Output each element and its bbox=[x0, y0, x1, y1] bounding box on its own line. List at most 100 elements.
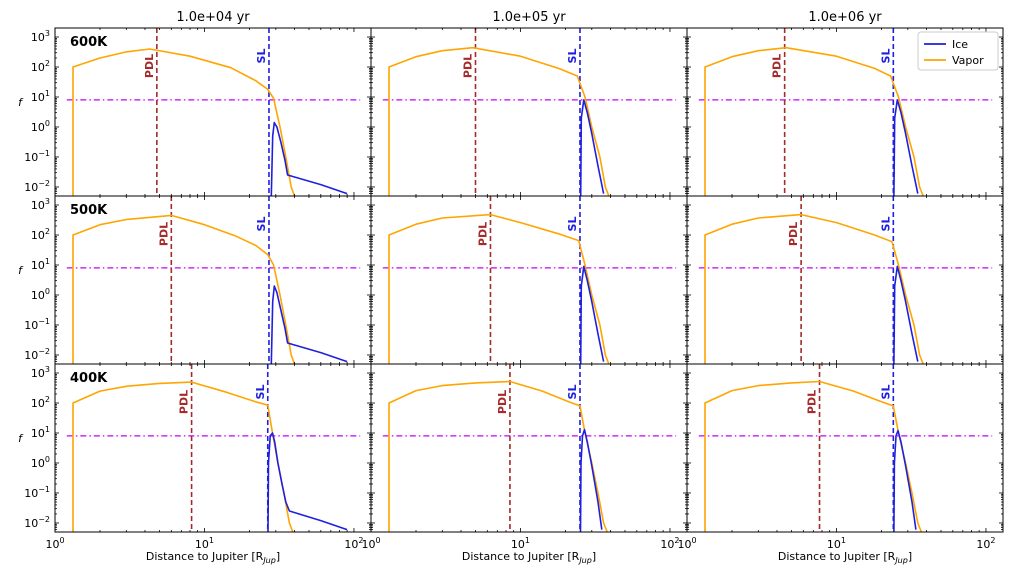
y-tick-label: 10−2 bbox=[24, 515, 50, 530]
row-label: 600K bbox=[70, 35, 108, 50]
vapor-series-line bbox=[72, 214, 296, 364]
y-tick-label: 10−2 bbox=[24, 179, 50, 194]
legend: Ice Vapor bbox=[917, 31, 999, 71]
x-axis-title: Distance to Jupiter [RJup] bbox=[146, 550, 280, 565]
panel-frame bbox=[54, 195, 372, 365]
plot-area bbox=[382, 28, 677, 196]
legend-entry-label: Ice bbox=[952, 38, 968, 51]
y-tick-label: 100 bbox=[31, 287, 50, 302]
y-axis-title: f bbox=[18, 264, 24, 277]
ice-series-line bbox=[270, 121, 348, 196]
panel-frame bbox=[686, 195, 1004, 365]
sl-label: SL bbox=[879, 49, 892, 64]
pdl-label: PDL bbox=[157, 222, 170, 246]
sl-label: SL bbox=[566, 49, 579, 64]
x-tick-label: 101 bbox=[511, 536, 530, 551]
pdl-label: PDL bbox=[461, 54, 474, 78]
vapor-series-line bbox=[388, 213, 610, 364]
column-title: 1.0e+04 yr bbox=[176, 10, 250, 25]
panels-grid: PDL SL 10−2 10−1 100 101 102 103 f 600K PDL SL PDL SL… bbox=[18, 27, 1004, 565]
y-tick-label: 10−1 bbox=[24, 317, 50, 332]
y-tick-label: 101 bbox=[31, 89, 50, 104]
plot-area bbox=[698, 28, 993, 196]
sl-label: SL bbox=[566, 217, 579, 232]
row-label: 500K bbox=[70, 203, 108, 218]
ice-series-line bbox=[579, 99, 605, 196]
y-tick-label: 10−1 bbox=[24, 149, 50, 164]
sl-label: SL bbox=[566, 385, 579, 400]
sl-label: SL bbox=[254, 385, 267, 400]
pdl-label: PDL bbox=[771, 54, 784, 78]
ice-series-line bbox=[579, 265, 605, 364]
x-axis-title: Distance to Jupiter [RJup] bbox=[462, 550, 596, 565]
figure-labels: 1.0e+04 yr 1.0e+05 yr 1.0e+06 yr Ice Vapor bbox=[176, 10, 999, 71]
panel-r2-c0: PDL SL 10−2 10−1 100 101 102 103 f 400K 100 101 102 D… bbox=[18, 363, 372, 565]
x-tick-label: 101 bbox=[827, 536, 846, 551]
y-tick-label: 101 bbox=[31, 257, 50, 272]
x-axis-title: Distance to Jupiter [RJup] bbox=[778, 550, 912, 565]
pdl-label: PDL bbox=[787, 222, 800, 246]
x-tick-label: 102 bbox=[660, 536, 679, 551]
plot-area bbox=[382, 364, 677, 532]
y-tick-label: 10−1 bbox=[24, 485, 50, 500]
y-tick-label: 102 bbox=[31, 59, 50, 74]
pdl-label: PDL bbox=[143, 54, 156, 78]
plot-area bbox=[382, 196, 677, 364]
x-tick-label: 101 bbox=[195, 536, 214, 551]
y-tick-label: 101 bbox=[31, 425, 50, 440]
vapor-series-line bbox=[388, 380, 608, 532]
panel-r0-c0: PDL SL 10−2 10−1 100 101 102 103 f 600K bbox=[18, 27, 372, 197]
panel-frame bbox=[54, 27, 372, 197]
panel-frame bbox=[54, 363, 372, 533]
y-tick-label: 103 bbox=[31, 29, 50, 44]
panel-frame bbox=[370, 27, 688, 197]
sl-label: SL bbox=[879, 385, 892, 400]
vapor-series-line bbox=[704, 46, 924, 196]
column-title: 1.0e+05 yr bbox=[492, 10, 566, 25]
y-tick-label: 100 bbox=[31, 119, 50, 134]
plot-area bbox=[698, 196, 993, 364]
vapor-series-line bbox=[72, 48, 296, 196]
y-axis-title: f bbox=[18, 432, 24, 445]
sl-label: SL bbox=[255, 49, 268, 64]
y-tick-label: 102 bbox=[31, 227, 50, 242]
vapor-series-line bbox=[704, 380, 923, 532]
y-tick-label: 103 bbox=[31, 365, 50, 380]
x-tick-label: 100 bbox=[45, 536, 64, 551]
pdl-label: PDL bbox=[496, 390, 509, 414]
pdl-label: PDL bbox=[178, 390, 191, 414]
x-tick-label: 102 bbox=[344, 536, 363, 551]
vapor-series-line bbox=[388, 46, 610, 196]
x-tick-label: 100 bbox=[677, 536, 696, 551]
row-label: 400K bbox=[70, 371, 108, 386]
panel-r1-c1: PDL SL bbox=[370, 195, 688, 365]
panel-r2-c2: PDL SL 100 101 102 Distance to Jupiter [RJup] bbox=[677, 363, 1004, 565]
sl-label: SL bbox=[879, 217, 892, 232]
plot-area bbox=[698, 364, 993, 532]
panel-r1-c0: PDL SL 10−2 10−1 100 101 102 103 f 500K bbox=[18, 195, 372, 365]
panel-r0-c1: PDL SL bbox=[370, 27, 688, 197]
pdl-label: PDL bbox=[476, 222, 489, 246]
plot-area bbox=[66, 28, 361, 196]
x-tick-label: 102 bbox=[976, 536, 995, 551]
ice-series-line bbox=[267, 432, 348, 532]
legend-entry-label: Vapor bbox=[952, 54, 984, 67]
panel-r1-c2: PDL SL bbox=[686, 195, 1004, 365]
ice-series-line bbox=[893, 265, 919, 364]
sl-label: SL bbox=[255, 217, 268, 232]
ice-series-line bbox=[579, 428, 603, 532]
panel-frame bbox=[370, 195, 688, 365]
vapor-series-line bbox=[704, 213, 924, 364]
y-tick-label: 102 bbox=[31, 395, 50, 410]
x-tick-label: 100 bbox=[361, 536, 380, 551]
ice-series-line bbox=[270, 285, 348, 364]
panel-frame bbox=[370, 363, 688, 533]
ice-series-line bbox=[893, 99, 919, 196]
y-axis-title: f bbox=[18, 96, 24, 109]
panel-r2-c1: PDL SL 100 101 102 Distance to Jupiter [RJup] bbox=[361, 363, 688, 565]
column-title: 1.0e+06 yr bbox=[808, 10, 882, 25]
plot-area bbox=[66, 364, 361, 532]
plot-area bbox=[66, 196, 361, 364]
ice-series-line bbox=[893, 429, 917, 532]
